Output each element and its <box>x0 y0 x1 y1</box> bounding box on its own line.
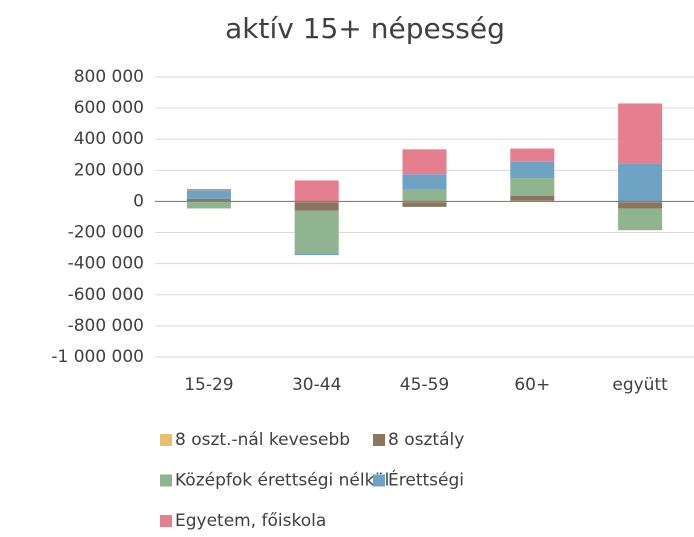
bar-segment <box>294 210 339 254</box>
y-tick-label: -800 000 <box>68 316 144 336</box>
bar-segment <box>402 189 447 202</box>
bar-segment <box>186 189 231 191</box>
bar-segment <box>510 196 555 201</box>
chart-title: aktív 15+ népesség <box>225 12 505 45</box>
x-tick-label: 15-29 <box>184 375 233 395</box>
x-tick-label: 60+ <box>514 375 550 395</box>
bar-segment <box>510 161 555 179</box>
bar-segment <box>402 174 447 190</box>
bar-segment <box>618 208 663 231</box>
bar-segment <box>510 148 555 162</box>
y-tick-label: -1 000 000 <box>51 347 144 367</box>
bar-segment <box>294 180 339 202</box>
y-tick-label: 0 <box>133 191 144 211</box>
legend-swatch <box>160 474 172 487</box>
legend-label: Egyetem, főiskola <box>175 511 326 531</box>
bar-segment <box>186 198 231 202</box>
y-tick-label: -200 000 <box>68 223 144 243</box>
y-tick-label: 400 000 <box>74 129 144 149</box>
y-tick-label: 200 000 <box>74 160 144 180</box>
x-tick-label: együtt <box>612 375 668 395</box>
legend-label: Középfok érettségi nélkül <box>175 471 389 491</box>
legend-label: Érettségi <box>388 469 464 491</box>
bar-segment <box>618 202 663 209</box>
y-tick-label: -600 000 <box>68 285 144 305</box>
legend-swatch <box>373 434 385 446</box>
legend-label: 8 osztály <box>388 430 464 450</box>
bar-segment <box>294 253 339 256</box>
legend-swatch <box>160 434 172 446</box>
legend-swatch <box>160 515 172 527</box>
legend-label: 8 oszt.-nál kevesebb <box>175 430 350 450</box>
bar-segment <box>618 103 663 164</box>
y-tick-label: -400 000 <box>68 254 144 274</box>
bar-segment <box>510 178 555 196</box>
bar-segment <box>186 201 231 209</box>
bar-segment <box>186 190 231 199</box>
bar-segment <box>618 163 663 202</box>
bar-segment <box>402 202 447 207</box>
x-tick-label: 30-44 <box>292 375 341 395</box>
legend-swatch <box>373 474 385 487</box>
bar-segment <box>402 149 447 175</box>
x-tick-label: 45-59 <box>400 375 449 395</box>
y-tick-label: 800 000 <box>74 67 144 87</box>
bar-segment <box>294 202 339 211</box>
y-tick-label: 600 000 <box>74 98 144 118</box>
